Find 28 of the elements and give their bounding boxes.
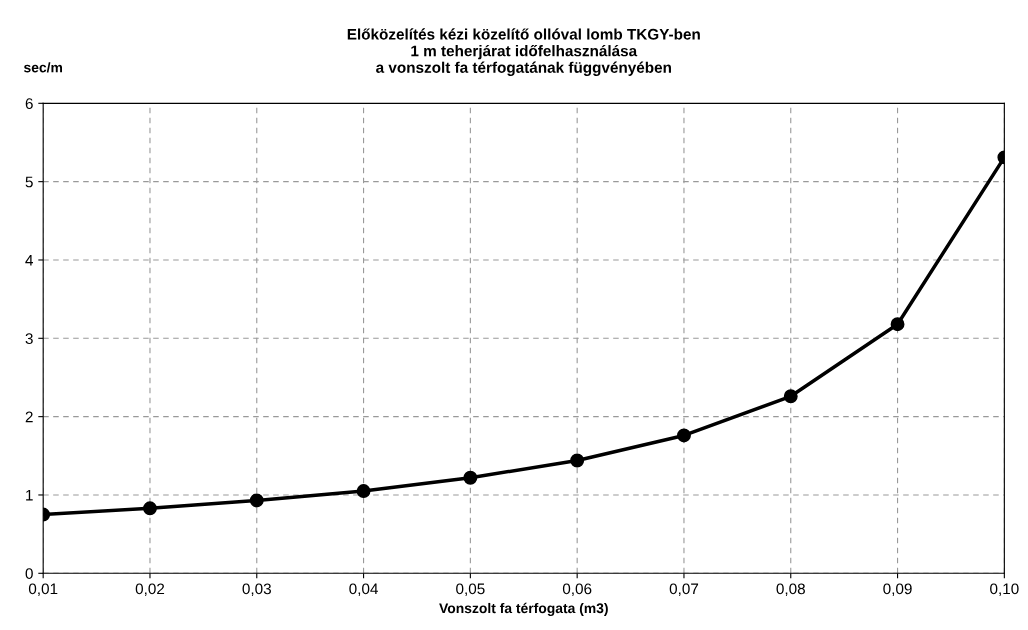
x-tick-label: 0,06 — [562, 583, 592, 597]
y-tick-label: 2 — [25, 411, 33, 423]
x-tick-label: 0,05 — [456, 583, 485, 597]
y-tick-label: 4 — [25, 255, 34, 266]
y-tick-label: 6 — [25, 98, 33, 110]
x-tick-label: 0,03 — [242, 583, 271, 597]
point — [463, 470, 478, 485]
x-tick-label: 0,09 — [883, 583, 912, 597]
x-tick-label: 0,08 — [776, 583, 805, 597]
point — [356, 484, 371, 498]
point — [677, 428, 691, 443]
point — [143, 501, 157, 516]
point — [890, 317, 905, 332]
x-tick-label: 0,07 — [669, 583, 699, 597]
point — [783, 389, 798, 404]
point — [249, 493, 264, 508]
y-axis-title: sec/m — [23, 62, 63, 73]
x-tick-label: 0,10 — [990, 583, 1019, 597]
x-tick-label: 0,02 — [135, 583, 165, 597]
y-tick-label: 3 — [25, 333, 33, 344]
x-tick-label: 0,04 — [349, 583, 378, 597]
x-axis-title: Vonszolt fa térfogata (m3) — [439, 602, 608, 616]
y-tick-label: 1 — [26, 490, 33, 501]
chart-title: Előközelítés kézi közelítő ollóval lomb TKGY-ben 1 m teherjárat időfelhasználása a vonszolt fa térfogatának függvényében — [347, 28, 700, 76]
x-tick-label: 0,01 — [28, 583, 58, 597]
y-tick-label: 0 — [25, 568, 33, 579]
y-tick-label: 5 — [25, 176, 33, 188]
point — [570, 453, 585, 468]
